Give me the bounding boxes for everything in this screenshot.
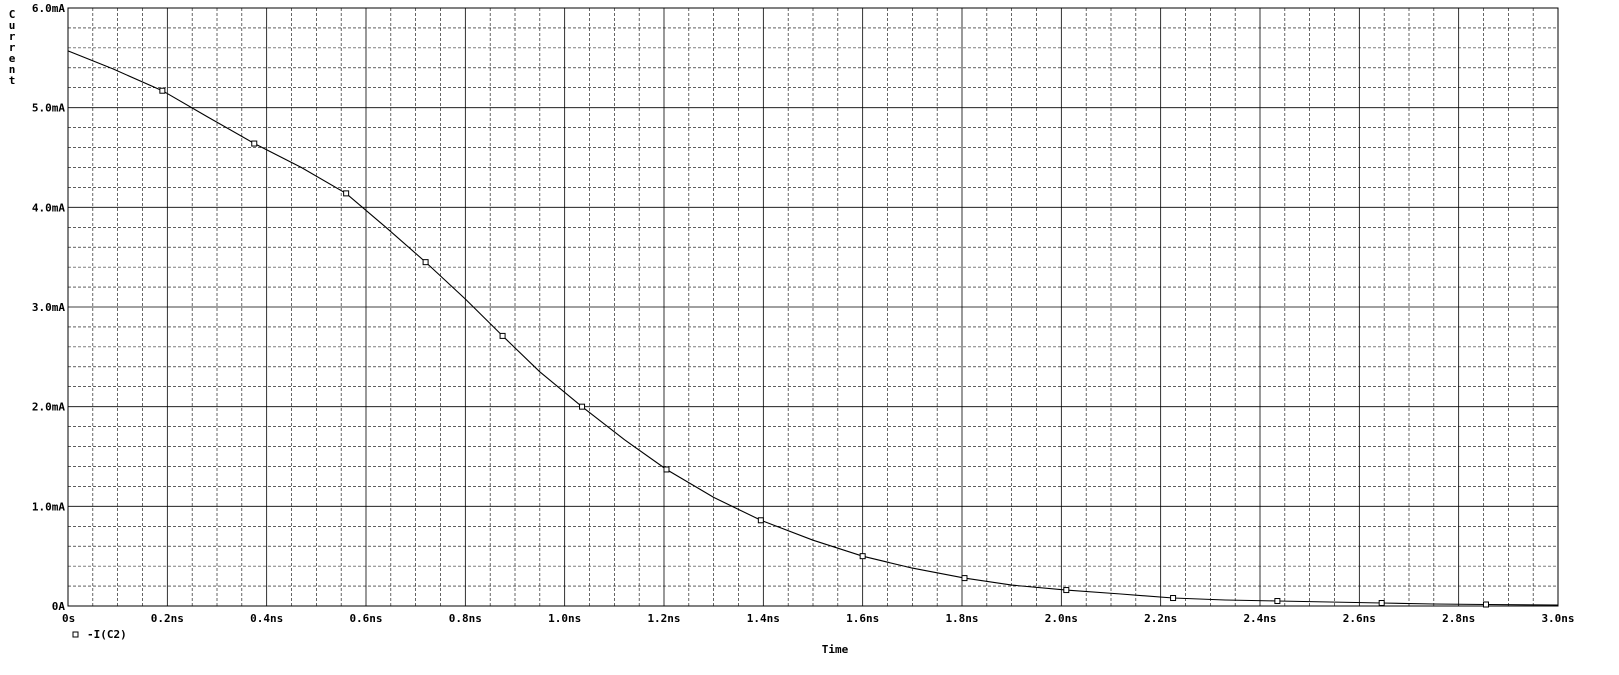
x-tick-label: 0s xyxy=(62,612,75,625)
series-line xyxy=(67,50,1559,606)
x-tick-label: 2.8ns xyxy=(1442,612,1475,625)
data-point-marker xyxy=(1378,600,1385,607)
y-tick-label: 2.0mA xyxy=(32,401,65,414)
data-point-marker xyxy=(499,332,506,339)
legend-label: -I(C2) xyxy=(87,628,127,641)
x-tick-label: 0.8ns xyxy=(449,612,482,625)
x-tick-label: 2.6ns xyxy=(1343,612,1376,625)
data-point-marker xyxy=(1063,587,1070,594)
y-tick-label: 6.0mA xyxy=(32,2,65,15)
x-tick-label: 2.0ns xyxy=(1045,612,1078,625)
x-tick-label: 0.6ns xyxy=(349,612,382,625)
y-tick-label: 3.0mA xyxy=(32,301,65,314)
x-tick-label: 0.2ns xyxy=(151,612,184,625)
x-axis-label: Time xyxy=(822,643,849,656)
data-point-marker xyxy=(159,87,166,94)
data-point-marker xyxy=(961,575,968,582)
y-tick-label: 1.0mA xyxy=(32,500,65,513)
y-tick-label: 0A xyxy=(52,600,66,613)
y-tick-labels: 0A 1.0mA 2.0mA 3.0mA 4.0mA 5.0mA 6.0mA xyxy=(32,2,65,613)
data-point-marker xyxy=(579,403,586,410)
data-point-marker xyxy=(1274,598,1281,605)
data-point-marker xyxy=(1482,601,1489,608)
legend: -I(C2) xyxy=(72,628,127,641)
data-point-marker xyxy=(757,517,764,524)
data-point-marker xyxy=(251,140,258,147)
data-point-marker xyxy=(1170,595,1177,602)
data-point-marker xyxy=(343,190,350,197)
x-tick-label: 1.0ns xyxy=(548,612,581,625)
y-tick-label: 4.0mA xyxy=(32,201,65,214)
legend-marker xyxy=(72,631,79,638)
x-tick-label: 1.2ns xyxy=(647,612,680,625)
data-point-marker xyxy=(422,259,429,266)
x-tick-label: 1.4ns xyxy=(747,612,780,625)
x-tick-labels: 0s 0.2ns 0.4ns 0.6ns 0.8ns 1.0ns 1.2ns 1.4ns 1.6… xyxy=(62,612,1575,625)
x-tick-label: 0.4ns xyxy=(250,612,283,625)
plot-frame xyxy=(67,7,1559,607)
x-tick-label: 1.8ns xyxy=(945,612,978,625)
x-tick-label: 2.4ns xyxy=(1243,612,1276,625)
x-tick-label: 1.6ns xyxy=(846,612,879,625)
data-point-marker xyxy=(663,466,670,473)
grid xyxy=(67,7,1559,607)
y-tick-label: 5.0mA xyxy=(32,102,65,115)
x-tick-label: 2.2ns xyxy=(1144,612,1177,625)
series-layer xyxy=(67,50,1559,608)
data-point-marker xyxy=(859,553,866,560)
x-tick-label: 3.0ns xyxy=(1541,612,1574,625)
